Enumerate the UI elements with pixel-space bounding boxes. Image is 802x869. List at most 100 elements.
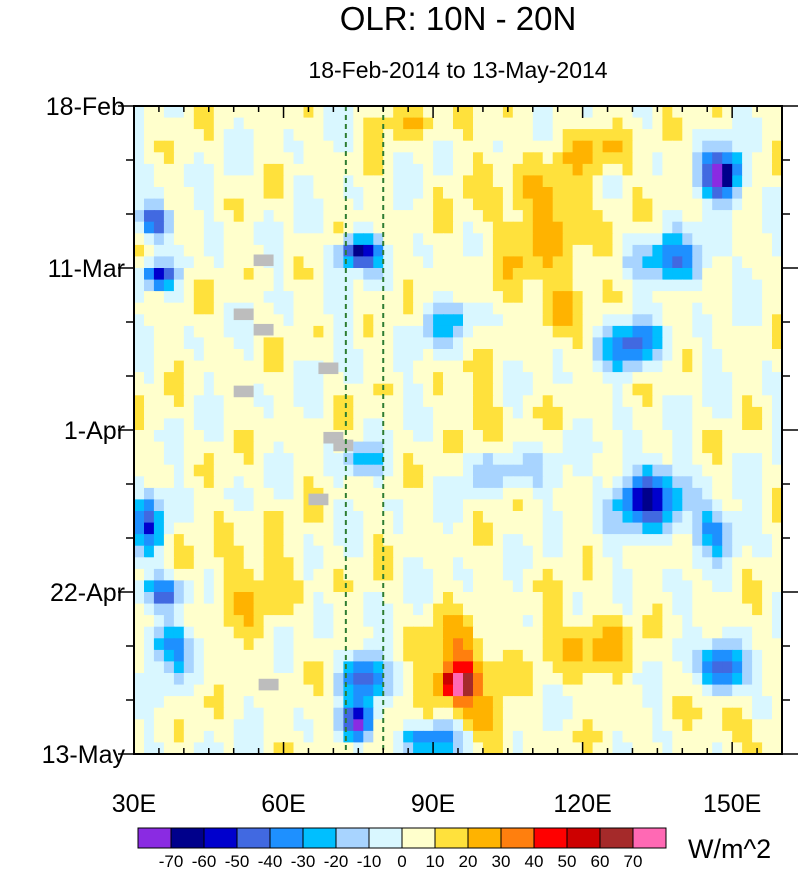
field-cell [612,314,624,327]
field-cell [672,360,683,373]
missing-cell [233,385,254,398]
field-cell [592,279,604,292]
field-cell [383,649,394,663]
field-cell [552,268,564,281]
field-cell [522,580,534,593]
field-cell [692,302,703,315]
field-cell [383,372,394,385]
field-cell [692,337,703,350]
field-cell [253,406,265,420]
field-cell [223,140,235,153]
field-cell [153,511,165,524]
field-cell [532,140,544,153]
field-cell [742,592,753,605]
field-cell [443,580,454,593]
field-cell [752,568,763,582]
field-cell [183,430,195,443]
field-cell [612,545,624,558]
field-cell [652,430,663,443]
field-cell [632,406,644,420]
field-cell [313,406,324,420]
field-cell [183,707,195,720]
field-cell [482,279,494,292]
field-cell [762,291,773,304]
field-cell [203,638,215,651]
field-cell [762,557,773,570]
field-cell [473,615,484,628]
field-cell [423,476,434,489]
field-cell [353,106,364,119]
field-cell [193,649,205,663]
field-cell [353,453,364,466]
field-cell [423,117,434,130]
colorbar-label: -20 [324,852,349,869]
field-cell [383,302,394,315]
field-cell [273,649,285,663]
field-cell [732,163,743,177]
field-cell [552,511,564,524]
field-cell [283,499,295,512]
field-cell [243,256,255,269]
field-cell [572,187,584,200]
field-cell [443,719,454,732]
field-cell [542,615,554,628]
field-cell [762,106,773,119]
field-cell [692,511,703,524]
field-cell [512,557,524,570]
field-cell [712,592,723,605]
field-cell [433,568,444,582]
field-cell [742,707,753,720]
field-cell [682,464,693,477]
field-cell [512,325,524,339]
field-cell [752,673,763,686]
field-cell [433,441,444,454]
field-cell [602,383,614,396]
field-cell [423,673,434,686]
field-cell [233,707,245,720]
field-cell [273,244,285,258]
field-cell [233,152,245,165]
field-cell [702,383,713,396]
field-cell [602,210,614,223]
field-cell [752,279,763,292]
field-cell [622,221,634,234]
field-cell [672,244,683,258]
field-cell [173,210,185,223]
field-cell [383,568,394,582]
field-cell [443,522,454,535]
field-cell [572,534,584,547]
field-cell [602,268,614,281]
field-cell [542,742,554,754]
field-cell [732,210,743,223]
field-cell [413,545,424,558]
field-cell [433,152,444,165]
field-cell [343,152,354,165]
field-cell [522,395,534,408]
field-cell [572,441,584,454]
field-cell [502,522,514,535]
field-cell [203,649,215,663]
field-cell [632,337,644,350]
field-cell [423,140,434,153]
field-cell [213,395,225,408]
field-cell [383,349,394,362]
field-cell [572,152,584,165]
field-cell [642,175,653,188]
field-cell [572,707,584,720]
field-cell [233,163,245,177]
field-cell [403,302,414,315]
field-cell [542,140,554,153]
field-cell [263,742,275,754]
field-cell [383,430,394,443]
field-cell [423,592,434,605]
field-cell [502,430,514,443]
field-cell [153,603,165,616]
field-cell [413,314,424,327]
field-cell [652,649,663,663]
field-cell [263,626,275,639]
field-cell [592,187,604,200]
field-cell [203,210,215,223]
field-cell [303,221,315,234]
field-cell [233,430,245,443]
field-cell [423,279,434,292]
